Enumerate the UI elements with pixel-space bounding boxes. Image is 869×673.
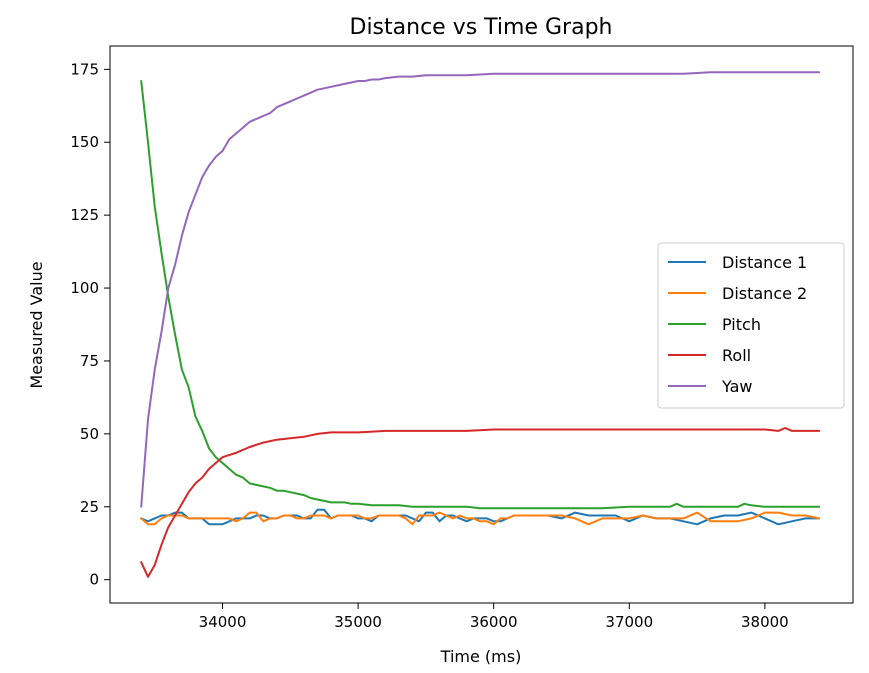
legend-label: Pitch [722, 315, 761, 334]
y-tick-label: 25 [80, 498, 99, 516]
legend: Distance 1 Distance 2 Pitch Roll Yaw [657, 242, 845, 409]
legend-label: Distance 2 [722, 284, 807, 303]
series-line-roll [140, 427, 821, 578]
y-tick-label: 75 [80, 352, 99, 370]
legend-label: Distance 1 [722, 253, 807, 272]
legend-box [657, 242, 845, 409]
y-tick-label: 150 [70, 133, 99, 151]
x-tick-label: 35000 [334, 613, 382, 631]
x-tick-label: 38000 [741, 613, 789, 631]
x-tick-label: 34000 [199, 613, 247, 631]
series-line-distance-2 [140, 511, 821, 526]
y-tick-label: 100 [70, 279, 99, 297]
chart-title: Distance vs Time Graph [350, 15, 613, 40]
y-tick-label: 175 [70, 60, 99, 78]
y-axis-label: Measured Value [27, 261, 46, 388]
legend-label: Yaw [721, 377, 752, 396]
x-tick-label: 36000 [470, 613, 518, 631]
y-axis-ticks: 0 25 50 75 100 125 150 175 [70, 60, 110, 589]
plot-area [140, 71, 821, 578]
plot-frame [109, 45, 854, 604]
x-axis-label: Time (ms) [440, 647, 522, 666]
series-line-pitch [140, 80, 821, 510]
series-line-yaw [140, 71, 821, 508]
y-tick-label: 50 [80, 425, 99, 443]
x-tick-label: 37000 [605, 613, 653, 631]
x-axis-ticks: 34000 35000 36000 37000 38000 [199, 603, 789, 631]
y-tick-label: 125 [70, 206, 99, 224]
y-tick-label: 0 [89, 571, 99, 589]
legend-label: Roll [722, 346, 751, 365]
